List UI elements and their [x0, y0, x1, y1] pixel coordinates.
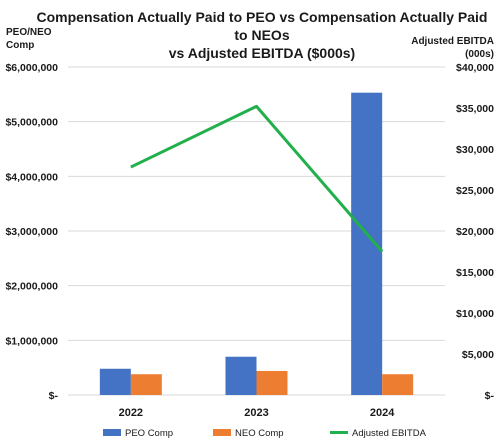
right-tick-label: $25,000 — [456, 185, 494, 197]
left-axis-title: PEO/NEO Comp — [6, 27, 52, 51]
legend-label: PEO Comp — [125, 428, 173, 439]
bars — [99, 92, 414, 396]
left-tick-label: $6,000,000 — [5, 62, 58, 74]
right-tick-label: $40,000 — [456, 62, 494, 74]
chart-title-line-1: Compensation Actually Paid to PEO vs Com… — [37, 9, 488, 25]
right-axis-ticks: $- $5,000 $10,000 $15,000 $20,000 $25,000 $30,… — [456, 62, 494, 402]
legend-label: Adjusted EBITDA — [352, 428, 427, 439]
legend-label: NEO Comp — [235, 428, 284, 439]
right-tick-label: $10,000 — [456, 308, 494, 320]
left-tick-label: $5,000,000 — [5, 117, 58, 129]
left-tick-label: $4,000,000 — [5, 171, 58, 183]
legend-swatch — [213, 429, 231, 436]
category-label: 2022 — [119, 407, 143, 419]
bar-peo-comp — [225, 356, 257, 395]
left-axis-title-line-2: Comp — [6, 40, 34, 51]
legend: PEO Comp NEO Comp Adjusted EBITDA — [103, 428, 427, 439]
left-tick-label: $1,000,000 — [5, 335, 58, 347]
right-tick-label: $20,000 — [456, 226, 494, 238]
right-axis-title-line-1: Adjusted EBITDA — [411, 36, 494, 47]
chart-title-line-3: vs Adjusted EBITDA ($000s) — [169, 45, 355, 61]
category-label: 2023 — [244, 407, 268, 419]
bar-neo-comp — [130, 374, 162, 395]
left-tick-label: $2,000,000 — [5, 281, 58, 293]
right-tick-label: $- — [485, 390, 495, 402]
legend-swatch — [103, 429, 121, 436]
gridlines — [68, 66, 445, 396]
left-tick-label: $3,000,000 — [5, 226, 58, 238]
right-tick-label: $30,000 — [456, 144, 494, 156]
left-tick-label: $- — [49, 390, 59, 402]
bar-neo-comp — [382, 374, 414, 395]
right-tick-label: $5,000 — [462, 349, 494, 361]
right-tick-label: $35,000 — [456, 103, 494, 115]
right-axis-title-line-2: (000s) — [465, 49, 494, 60]
line-series — [130, 104, 384, 253]
bar-neo-comp — [256, 370, 288, 395]
left-axis-ticks: $- $1,000,000 $2,000,000 $3,000,000 $4,000,0… — [5, 62, 58, 402]
bar-peo-comp — [99, 368, 131, 395]
right-tick-label: $15,000 — [456, 267, 494, 279]
left-axis-title-line-1: PEO/NEO — [6, 27, 52, 38]
category-labels: 2022 2023 2024 — [119, 407, 396, 419]
chart-title: Compensation Actually Paid to PEO vs Com… — [37, 9, 488, 61]
category-label: 2024 — [370, 407, 395, 419]
chart-title-line-2: to NEOs — [234, 27, 289, 43]
right-axis-title: Adjusted EBITDA (000s) — [411, 36, 494, 60]
line-adjusted-ebitda — [130, 104, 384, 253]
